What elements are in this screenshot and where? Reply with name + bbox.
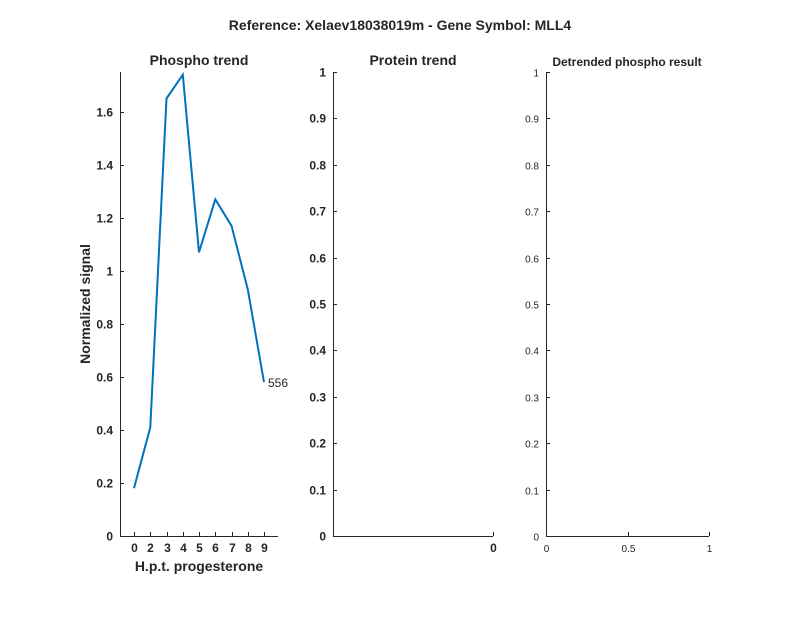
- y-tick-label: 0.5: [309, 298, 326, 312]
- y-tick-label: 1.4: [96, 159, 113, 173]
- x-tick-label: 3: [164, 541, 171, 555]
- x-tick-label: 1: [707, 544, 713, 555]
- y-tick-label: 0.3: [309, 391, 326, 405]
- phospho-trend-ylabel: Normalized signal: [77, 244, 93, 364]
- y-tick-label: 0.7: [309, 205, 326, 219]
- x-tick-label: 9: [261, 541, 268, 555]
- phospho-trend-axes: [120, 72, 278, 537]
- y-tick-label: 0.8: [525, 162, 539, 173]
- phospho-trend-series: 556: [133, 71, 288, 489]
- y-tick-label: 0: [533, 533, 539, 544]
- phospho-trend-title: Phospho trend: [150, 52, 249, 68]
- protein-trend-panel: Protein trend 00.10.20.30.40.50.60.70.80…: [309, 52, 497, 555]
- x-tick-label: 0: [490, 541, 497, 555]
- x-tick-label: 0: [544, 544, 550, 555]
- phospho-trend-panel: Phospho trend H.p.t. progesterone Normal…: [77, 52, 288, 574]
- detrended-panel: Detrended phospho result 0 0.1 0.2 0.3 0.4 0.…: [525, 55, 713, 555]
- x-tick-label: 8: [245, 541, 252, 555]
- x-tick-label: 6: [212, 541, 219, 555]
- detrended-yticks: 0 0.1 0.2 0.3 0.4 0.5 0.6 0.7 0.8 0.9 1: [525, 69, 550, 544]
- y-tick-label: 1: [533, 69, 539, 80]
- protein-trend-xticks: 0: [490, 532, 497, 555]
- y-tick-label: 0.3: [525, 394, 539, 405]
- x-tick-label: 0: [131, 541, 138, 555]
- protein-trend-title: Protein trend: [369, 52, 456, 68]
- y-tick-label: 1.2: [96, 212, 113, 226]
- y-tick-label: 0.4: [96, 424, 113, 438]
- y-tick-label: 0.7: [525, 208, 539, 219]
- y-tick-label: 0.6: [525, 255, 539, 266]
- detrended-xticks: 0 0.5 1: [544, 532, 713, 555]
- y-tick-label: 0.9: [309, 112, 326, 126]
- y-tick-label: 0.9: [525, 115, 539, 126]
- series-line: [133, 71, 265, 489]
- x-tick-label: 0.5: [622, 544, 636, 555]
- y-tick-label: 1.6: [96, 106, 113, 120]
- detrended-axes: [546, 72, 709, 537]
- y-tick-label: 0.2: [96, 477, 113, 491]
- y-tick-label: 0: [319, 530, 326, 544]
- y-tick-label: 0: [106, 530, 113, 544]
- protein-trend-yticks: 0 0.1 0.2 0.3 0.4 0.5 0.6 0.7 0.8 0.9 1: [309, 66, 337, 544]
- x-tick-label: 7: [229, 541, 236, 555]
- phospho-trend-yticks: 0 0.2 0.4 0.6 0.8 1 1.2 1.4 1.6: [96, 106, 124, 544]
- y-tick-label: 0.8: [309, 159, 326, 173]
- y-tick-label: 0.1: [525, 487, 539, 498]
- y-tick-label: 0.6: [309, 252, 326, 266]
- figure-suptitle: Reference: Xelaev18038019m - Gene Symbol…: [229, 17, 572, 33]
- x-tick-label: 2: [147, 541, 154, 555]
- y-tick-label: 0.2: [309, 437, 326, 451]
- series-end-label: 556: [268, 376, 288, 390]
- y-tick-label: 0.8: [96, 318, 113, 332]
- y-tick-label: 0.6: [96, 371, 113, 385]
- y-tick-label: 1: [319, 66, 326, 80]
- y-tick-label: 0.5: [525, 301, 539, 312]
- x-tick-label: 4: [180, 541, 187, 555]
- detrended-title: Detrended phospho result: [552, 55, 701, 69]
- y-tick-label: 1: [106, 265, 113, 279]
- y-tick-label: 0.4: [525, 347, 539, 358]
- y-tick-label: 0.2: [525, 440, 539, 451]
- x-tick-label: 5: [196, 541, 203, 555]
- y-tick-label: 0.4: [309, 344, 326, 358]
- protein-trend-axes: [333, 72, 493, 537]
- y-tick-label: 0.1: [309, 484, 326, 498]
- phospho-trend-xlabel: H.p.t. progesterone: [135, 558, 264, 574]
